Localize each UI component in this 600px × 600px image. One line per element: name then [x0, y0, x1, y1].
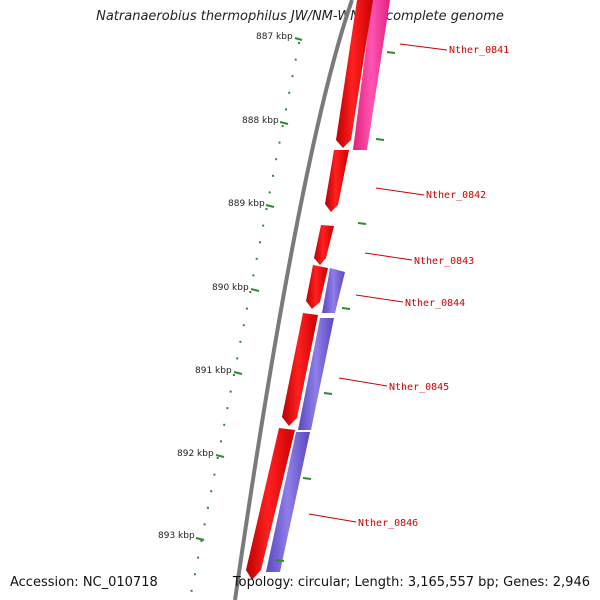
scale-dot [278, 141, 281, 144]
tick-label: 888 kbp [242, 116, 279, 126]
scale-dot [259, 241, 261, 244]
scale-dot [245, 307, 248, 310]
tick-label: 893 kbp [158, 531, 195, 541]
accession-label: Accession: NC_010718 [10, 575, 158, 590]
scale-dot [232, 374, 235, 376]
gene-feature-nther-0845[interactable] [282, 313, 318, 426]
scale-dot [219, 440, 222, 443]
gene-feature-nther-0846-rev[interactable] [266, 432, 310, 572]
scale-dot [200, 540, 203, 542]
scale-dot [190, 589, 193, 592]
gene-feature-nther-0845-rev[interactable] [298, 318, 334, 430]
scale-dot [206, 506, 209, 509]
map-title: Natranaerobius thermophilus JW/NM-WN-LF,… [96, 9, 504, 24]
gene-ticks [275, 51, 396, 562]
scale-dot [236, 357, 239, 360]
gene-feature-nther-0844[interactable] [306, 265, 328, 309]
gene-feature-nther-0843[interactable] [314, 225, 334, 265]
scale-dot [242, 324, 245, 327]
gene-label-nther-0841[interactable]: Nther_0841 [449, 45, 509, 56]
genome-backbone [233, 0, 354, 600]
scale-dot [291, 75, 294, 78]
gene-labels: Nther_0841 Nther_0842 Nther_0843 Nther_0… [308, 43, 509, 529]
scale-ticks: 887 kbp 888 kbp 889 kbp 890 kbp 891 kbp … [158, 32, 303, 541]
scale-dot [268, 191, 271, 194]
scale-dot [255, 257, 258, 260]
scale-dot [252, 274, 255, 277]
scale-dot [223, 423, 226, 426]
scale-dot [262, 224, 265, 227]
scale-dot [197, 556, 200, 559]
scale-dot [226, 407, 229, 410]
gene-label-nther-0842[interactable]: Nther_0842 [426, 190, 486, 201]
scale-dot [229, 390, 232, 393]
gene-feature-nther-0841[interactable] [336, 0, 373, 148]
scale-dot [216, 457, 219, 459]
scale-dot [294, 58, 297, 61]
scale-dot [203, 523, 206, 526]
scale-dot [288, 91, 291, 94]
scale-dot [285, 108, 287, 111]
scale-dot [272, 174, 274, 177]
tick-label: 892 kbp [177, 449, 214, 459]
gene-feature-nther-0842[interactable] [325, 150, 349, 212]
genome-summary: Topology: circular; Length: 3,165,557 bp… [232, 575, 590, 590]
gene-feature-nther-0844-rev[interactable] [322, 268, 345, 313]
gene-label-nther-0844[interactable]: Nther_0844 [405, 298, 465, 309]
gene-feature-nther-0846[interactable] [246, 428, 295, 580]
gene-label-nther-0843[interactable]: Nther_0843 [414, 256, 474, 267]
scale-dot [275, 158, 278, 161]
scale-dot [281, 125, 284, 127]
tick-label: 890 kbp [212, 283, 249, 293]
gene-feature-nther-0841-rev[interactable] [353, 0, 390, 150]
scale-dot [298, 42, 300, 44]
scale-dot [239, 340, 242, 343]
scale-dots [190, 42, 300, 592]
scale-dot [249, 291, 252, 293]
scale-dot [193, 573, 196, 576]
scale-dot [210, 490, 213, 493]
tick-label: 887 kbp [256, 32, 293, 42]
tick-label: 889 kbp [228, 199, 265, 209]
scale-dot [213, 473, 216, 476]
scale-dot [265, 208, 268, 210]
gene-label-nther-0846[interactable]: Nther_0846 [358, 518, 418, 529]
tick-label: 891 kbp [195, 366, 232, 376]
gene-label-nther-0845[interactable]: Nther_0845 [389, 382, 449, 393]
